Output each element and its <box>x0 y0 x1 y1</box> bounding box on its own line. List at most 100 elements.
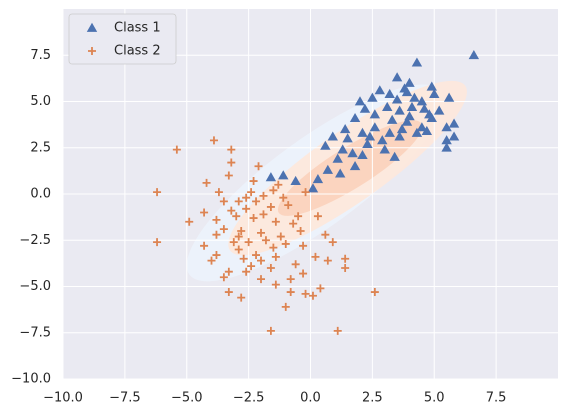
x-tick-label: 0.0 <box>300 391 321 406</box>
data-point <box>349 112 361 123</box>
data-point <box>237 227 246 235</box>
data-point <box>214 188 223 197</box>
data-point <box>441 142 452 152</box>
data-point <box>278 170 289 180</box>
data-point <box>224 171 233 180</box>
data-point <box>224 267 233 276</box>
data-point <box>153 238 162 247</box>
data-point <box>301 188 310 197</box>
data-point <box>421 125 433 135</box>
data-point <box>153 188 162 197</box>
data-point <box>279 193 288 202</box>
data-point <box>286 288 295 297</box>
data-point <box>308 291 317 300</box>
data-point <box>200 241 209 250</box>
data-point <box>322 164 334 174</box>
data-point <box>172 145 181 154</box>
data-point <box>299 269 308 278</box>
y-tick-label: −2.5 <box>19 233 51 248</box>
y-tick-label: −7.5 <box>19 325 51 340</box>
data-point <box>281 302 290 311</box>
data-point <box>357 149 368 160</box>
data-point <box>247 188 256 197</box>
data-point <box>369 122 381 132</box>
data-point <box>259 210 268 219</box>
data-point <box>367 92 378 102</box>
data-point <box>202 178 211 187</box>
data-point <box>342 133 353 143</box>
x-axis-ticks: −10.0 −7.5 −5.0 −2.5 0.0 2.5 5.0 7.5 <box>43 391 506 406</box>
data-point <box>313 212 322 221</box>
data-point <box>307 183 319 193</box>
data-point <box>257 228 265 237</box>
data-point <box>332 153 343 163</box>
data-point <box>411 57 423 67</box>
data-point <box>289 219 298 228</box>
data-point <box>242 267 251 276</box>
data-point <box>266 326 275 335</box>
data-point <box>391 94 403 104</box>
data-point <box>401 87 413 97</box>
data-point <box>391 72 403 82</box>
data-point <box>271 252 280 261</box>
data-point <box>382 101 393 111</box>
data-point <box>274 180 283 189</box>
data-point <box>209 136 218 145</box>
data-point <box>219 273 228 282</box>
series-1 <box>265 50 480 193</box>
data-point <box>244 238 253 247</box>
data-point <box>339 124 351 134</box>
data-point <box>200 208 209 217</box>
data-point <box>249 177 258 186</box>
data-point <box>419 103 430 113</box>
data-point <box>242 204 251 213</box>
data-point <box>212 251 221 260</box>
series-2 <box>153 136 379 335</box>
data-point <box>416 96 428 106</box>
data-point <box>448 118 460 128</box>
data-point <box>406 101 418 111</box>
data-point <box>261 236 270 245</box>
data-point <box>290 175 301 185</box>
data-point <box>294 212 303 221</box>
data-point <box>411 127 423 137</box>
data-point <box>349 161 361 171</box>
data-point <box>311 252 320 261</box>
data-point <box>394 131 405 141</box>
data-point <box>327 131 338 141</box>
data-point <box>374 85 385 95</box>
y-tick-label: 5.0 <box>30 94 51 109</box>
data-point <box>468 50 480 60</box>
data-point <box>426 112 437 123</box>
data-point <box>426 81 437 91</box>
x-tick-label: −2.5 <box>233 391 265 406</box>
x-tick-label: −7.5 <box>109 391 141 406</box>
data-point <box>429 88 440 98</box>
data-point <box>301 289 310 298</box>
data-point <box>333 326 342 335</box>
y-tick-label: 2.5 <box>30 140 51 155</box>
data-point <box>207 256 216 265</box>
data-point <box>242 193 251 202</box>
data-point <box>441 135 452 145</box>
data-point <box>443 92 455 102</box>
x-tick-label: 2.5 <box>362 391 383 406</box>
data-point <box>335 168 346 178</box>
data-point <box>234 232 243 241</box>
legend: Class 1 Class 2 <box>68 13 177 65</box>
data-point <box>269 186 278 195</box>
data-point <box>234 245 243 254</box>
data-point <box>362 138 373 148</box>
data-point <box>232 212 241 221</box>
data-point <box>337 144 348 154</box>
data-points <box>153 50 480 335</box>
data-point <box>377 135 388 145</box>
data-point <box>252 197 261 206</box>
data-point <box>394 105 405 115</box>
data-point <box>328 238 337 247</box>
legend-label-class-1: Class 1 <box>114 21 161 36</box>
data-point <box>254 162 263 171</box>
data-point <box>227 158 236 167</box>
data-point <box>401 116 413 126</box>
